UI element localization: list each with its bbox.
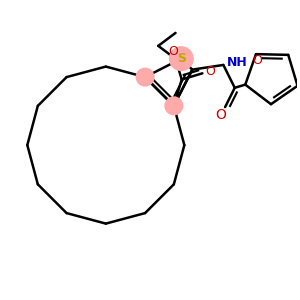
Text: O: O <box>252 53 262 67</box>
Text: S: S <box>177 52 186 65</box>
Circle shape <box>165 97 183 115</box>
Text: NH: NH <box>227 56 248 70</box>
Circle shape <box>136 68 154 86</box>
Circle shape <box>169 47 193 70</box>
Text: O: O <box>169 46 178 59</box>
Text: O: O <box>205 65 215 78</box>
Text: O: O <box>216 108 226 122</box>
